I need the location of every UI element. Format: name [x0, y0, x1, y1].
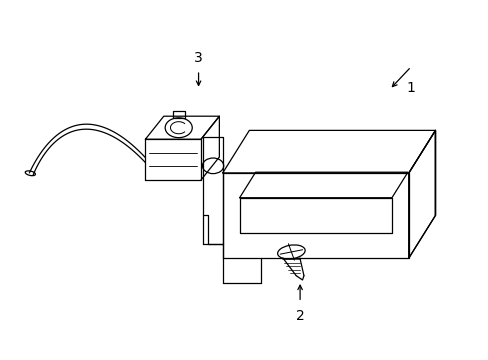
Text: 2: 2 [295, 310, 304, 324]
Text: 3: 3 [194, 51, 203, 65]
Text: 1: 1 [406, 81, 415, 95]
